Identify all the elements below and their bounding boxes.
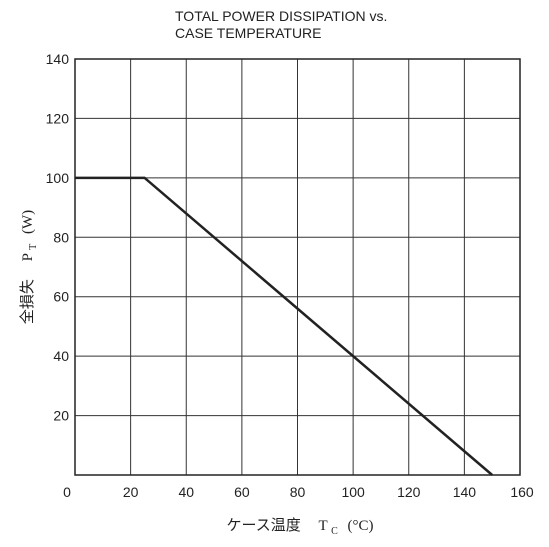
x-tick-label: 120 [397,484,421,500]
y-tick-label: 140 [46,51,70,67]
x-axis-unit: (°C) [348,518,374,534]
x-tick-label: 80 [290,484,306,500]
y-tick-label: 120 [46,110,70,126]
y-axis-symbol: P [20,253,36,261]
chart-subtitle: CASE TEMPERATURE [175,25,322,41]
y-axis-title: 全損失 P T (W) [18,210,40,324]
grid [75,59,520,475]
y-tick-label: 40 [53,348,69,364]
x-axis-label: ケース温度 [226,517,300,534]
y-axis-subscript: T [28,244,39,250]
x-axis-subscript: C [331,526,338,537]
y-axis-label: 全損失 [18,279,36,324]
y-tick-label: 100 [46,170,70,186]
y-tick-label: 20 [53,408,69,424]
x-tick-labels: 0 20 40 60 80 100 120 140 160 [63,484,534,500]
y-tick-label: 80 [53,229,69,245]
x-tick-label: 60 [234,484,250,500]
y-tick-label: 60 [53,289,69,305]
chart-title: TOTAL POWER DISSIPATION vs. [175,8,387,24]
x-tick-label: 160 [510,484,534,500]
series-line [75,176,493,476]
series-group [75,176,493,476]
plot-frame [74,58,521,476]
x-tick-label: 0 [63,484,71,500]
x-axis-symbol: T [318,518,327,534]
y-axis-unit: (W) [20,210,36,234]
y-tick-labels: 20 40 60 80 100 120 140 [46,51,70,424]
x-tick-label: 40 [178,484,194,500]
x-tick-label: 20 [123,484,139,500]
x-tick-label: 100 [341,484,365,500]
x-axis-title: ケース温度 T C (°C) [226,517,373,538]
x-tick-label: 140 [453,484,477,500]
